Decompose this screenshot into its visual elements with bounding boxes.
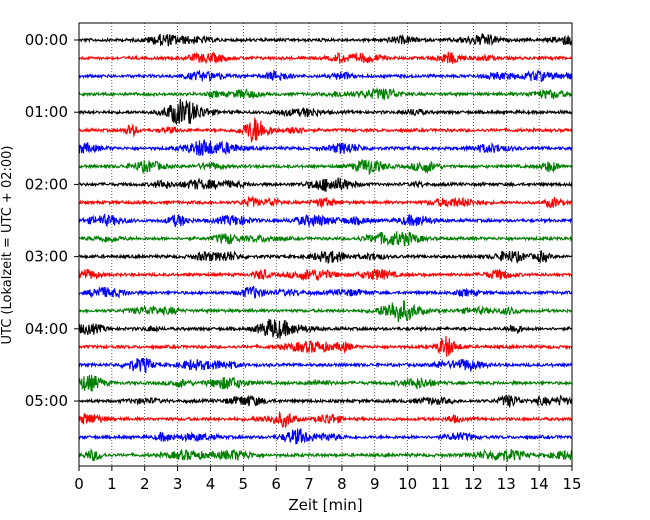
seismic-trace bbox=[78, 357, 573, 374]
seismic-trace bbox=[78, 177, 573, 192]
seismic-trace bbox=[78, 428, 573, 445]
x-tick-label: 11 bbox=[431, 475, 450, 493]
grid-lines bbox=[111, 23, 540, 466]
x-tick-label: 10 bbox=[398, 475, 417, 493]
x-axis-ticks: 0 1 2 3 4 5 6 7 8 9 10 11 12 13 14 15 bbox=[74, 466, 582, 493]
y-tick-label: 00:00 bbox=[25, 31, 68, 49]
seismic-trace bbox=[78, 159, 573, 176]
x-tick-label: 1 bbox=[107, 475, 117, 493]
seismic-trace bbox=[78, 212, 573, 228]
y-tick-label: 02:00 bbox=[25, 175, 68, 193]
x-tick-label: 15 bbox=[562, 475, 581, 493]
x-tick-label: 14 bbox=[530, 475, 549, 493]
seismic-trace bbox=[78, 393, 573, 408]
seismic-trace bbox=[78, 139, 573, 156]
seismic-trace bbox=[78, 69, 573, 83]
x-tick-label: 9 bbox=[370, 475, 380, 493]
seismic-trace bbox=[78, 267, 573, 282]
seismic-trace bbox=[78, 117, 573, 143]
x-tick-label: 7 bbox=[304, 475, 314, 493]
x-tick-label: 3 bbox=[173, 475, 183, 493]
y-axis-label: UTC (Lokalzeit = UTC + 02:00) bbox=[0, 146, 15, 345]
seismic-trace bbox=[78, 195, 573, 209]
y-axis-ticks: 00:00 01:00 02:00 03:00 04:00 05:00 bbox=[25, 31, 79, 410]
x-tick-label: 2 bbox=[140, 475, 150, 493]
seismic-trace bbox=[78, 98, 573, 126]
y-tick-label: 03:00 bbox=[25, 248, 68, 266]
seismic-trace bbox=[78, 300, 573, 323]
x-tick-label: 0 bbox=[74, 475, 84, 493]
y-tick-label: 01:00 bbox=[25, 103, 68, 121]
y-tick-label: 04:00 bbox=[25, 320, 68, 338]
seismic-trace bbox=[78, 410, 573, 429]
x-tick-label: 12 bbox=[464, 475, 483, 493]
x-tick-label: 6 bbox=[271, 475, 281, 493]
seismic-trace bbox=[78, 448, 573, 462]
seismic-trace bbox=[78, 286, 573, 299]
seismic-trace bbox=[78, 51, 573, 65]
y-tick-label: 05:00 bbox=[25, 392, 68, 410]
seismic-trace bbox=[78, 335, 573, 357]
x-tick-label: 5 bbox=[239, 475, 249, 493]
seismic-trace bbox=[78, 374, 573, 392]
x-axis-label: Zeit [min] bbox=[288, 496, 362, 514]
seismic-trace bbox=[78, 231, 573, 247]
seismic-trace bbox=[78, 250, 573, 265]
seismic-trace bbox=[78, 33, 573, 47]
x-tick-label: 13 bbox=[497, 475, 516, 493]
x-tick-label: 8 bbox=[337, 475, 347, 493]
seismic-trace bbox=[78, 318, 573, 339]
seismic-trace bbox=[78, 86, 573, 101]
x-tick-label: 4 bbox=[206, 475, 216, 493]
seismic-traces bbox=[78, 33, 573, 462]
plot-frame bbox=[78, 22, 573, 467]
